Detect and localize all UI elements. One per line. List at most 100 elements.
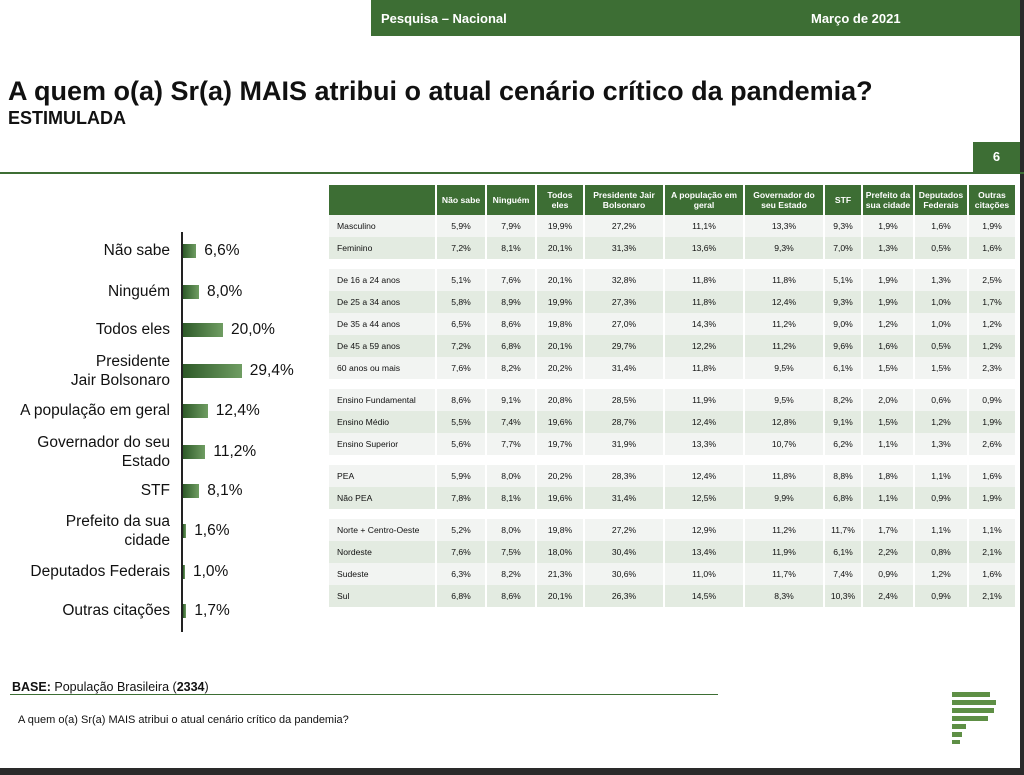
table-cell: 7,9% (487, 215, 535, 237)
table-cell: 6,8% (487, 335, 535, 357)
row-label: De 45 a 59 anos (329, 335, 435, 357)
table-cell: 13,6% (665, 237, 743, 259)
table-cell: 1,8% (863, 465, 913, 487)
table-row: De 16 a 24 anos 5,1% 7,6% 20,1% 32,8% 11,8% 11… (329, 269, 1015, 291)
table-cell: 2,6% (969, 433, 1015, 455)
table-cell: 1,1% (915, 519, 967, 541)
row-label: Ensino Médio (329, 411, 435, 433)
table-cell: 10,7% (745, 433, 823, 455)
table-cell: 7,6% (437, 357, 485, 379)
table-cell: 8,2% (825, 389, 861, 411)
row-label: Feminino (329, 237, 435, 259)
row-label: Não PEA (329, 487, 435, 509)
table-row: Ensino Médio 5,5% 7,4% 19,6% 28,7% 12,4% 12,8%… (329, 411, 1015, 433)
table-cell: 1,3% (863, 237, 913, 259)
bar-category-line: Governador do seu (37, 433, 170, 451)
table-cell: 30,4% (585, 541, 663, 563)
bar (183, 285, 199, 299)
bar-category-label: A população em geral (0, 401, 170, 420)
column-header: Ninguém (487, 185, 535, 215)
table-row: Nordeste 7,6% 7,5% 18,0% 30,4% 13,4% 11,9% 6,1%… (329, 541, 1015, 563)
table-row: Norte + Centro-Oeste 5,2% 8,0% 19,8% 27,2% 12… (329, 519, 1015, 541)
table-row: Masculino 5,9% 7,9% 19,9% 27,2% 11,1% 13,3% 9,3… (329, 215, 1015, 237)
table-cell: 1,3% (915, 269, 967, 291)
table-cell: 20,1% (537, 585, 583, 607)
table-cell: 1,9% (969, 411, 1015, 433)
table-cell: 19,9% (537, 215, 583, 237)
table-cell: 8,3% (745, 585, 823, 607)
bar-category-label: Governador do seu Estado (0, 433, 170, 471)
bar (183, 524, 187, 538)
table-cell: 1,9% (863, 215, 913, 237)
bar-category-line: Estado (121, 452, 170, 470)
table-cell: 31,9% (585, 433, 663, 455)
table-cell: 8,2% (487, 357, 535, 379)
table-cell: 1,1% (915, 465, 967, 487)
bar-category-label: STF (0, 481, 170, 500)
table-cell: 13,3% (665, 433, 743, 455)
table-cell: 11,8% (745, 269, 823, 291)
footer-divider (10, 694, 718, 695)
bar-category-line: A população em geral (20, 402, 170, 419)
bar-category-label: Presidente Jair Bolsonaro (0, 352, 170, 390)
bar-category-line: Deputados Federais (30, 563, 170, 580)
table-cell: 20,2% (537, 357, 583, 379)
table-cell: 8,9% (487, 291, 535, 313)
table-cell: 5,9% (437, 465, 485, 487)
column-header: STF (825, 185, 861, 215)
table-cell: 20,1% (537, 335, 583, 357)
chart-axis (181, 232, 183, 632)
table-cell: 7,4% (487, 411, 535, 433)
table-cell: 11,2% (745, 519, 823, 541)
table-cell: 7,7% (487, 433, 535, 455)
window-edge (1020, 0, 1024, 775)
bar-category-line: Prefeito da sua (65, 512, 170, 530)
table-cell: 9,5% (745, 389, 823, 411)
bar-value-label: 1,0% (193, 563, 229, 580)
table-cell: 7,6% (487, 269, 535, 291)
table-cell: 19,8% (537, 313, 583, 335)
row-label: Norte + Centro-Oeste (329, 519, 435, 541)
table-cell: 9,3% (745, 237, 823, 259)
bar-value-label: 11,2% (213, 443, 257, 460)
table-cell: 29,7% (585, 335, 663, 357)
table-cell: 7,2% (437, 237, 485, 259)
table-cell: 8,1% (487, 237, 535, 259)
bar (183, 445, 206, 459)
table-cell: 27,2% (585, 519, 663, 541)
table-cell: 8,8% (825, 465, 861, 487)
column-header: Presidente Jair Bolsonaro (585, 185, 663, 215)
bar-category-label: Ninguém (0, 282, 170, 301)
table-cell: 20,1% (537, 269, 583, 291)
table-cell: 19,7% (537, 433, 583, 455)
table-cell: 8,6% (487, 585, 535, 607)
table-cell: 1,6% (863, 335, 913, 357)
table-cell: 6,5% (437, 313, 485, 335)
table-cell: 11,2% (745, 313, 823, 335)
table-cell: 19,8% (537, 519, 583, 541)
table-cell: 1,1% (969, 519, 1015, 541)
table-cell: 1,6% (915, 215, 967, 237)
bar-value-label: 1,6% (194, 522, 230, 539)
table-cell: 12,4% (665, 465, 743, 487)
bar-category-label: Todos eles (0, 320, 170, 339)
table-cell: 8,0% (487, 465, 535, 487)
bar-category-line: Presidente (95, 352, 170, 370)
table-cell: 32,8% (585, 269, 663, 291)
table-cell: 6,2% (825, 433, 861, 455)
bar-value-label: 12,4% (215, 402, 260, 419)
table-cell: 6,1% (825, 541, 861, 563)
table-cell: 10,3% (825, 585, 861, 607)
group-spacer-cell (329, 509, 1015, 519)
table-cell: 1,6% (969, 465, 1015, 487)
table-cell: 12,4% (745, 291, 823, 313)
row-label: Masculino (329, 215, 435, 237)
column-header (329, 185, 435, 215)
column-header: Não sabe (437, 185, 485, 215)
page-subtitle: ESTIMULADA (8, 108, 126, 128)
table-cell: 12,4% (665, 411, 743, 433)
table-cell: 1,5% (863, 357, 913, 379)
table-cell: 31,4% (585, 357, 663, 379)
table-cell: 1,5% (863, 411, 913, 433)
bar-category-label: Prefeito da sua cidade (0, 512, 170, 550)
